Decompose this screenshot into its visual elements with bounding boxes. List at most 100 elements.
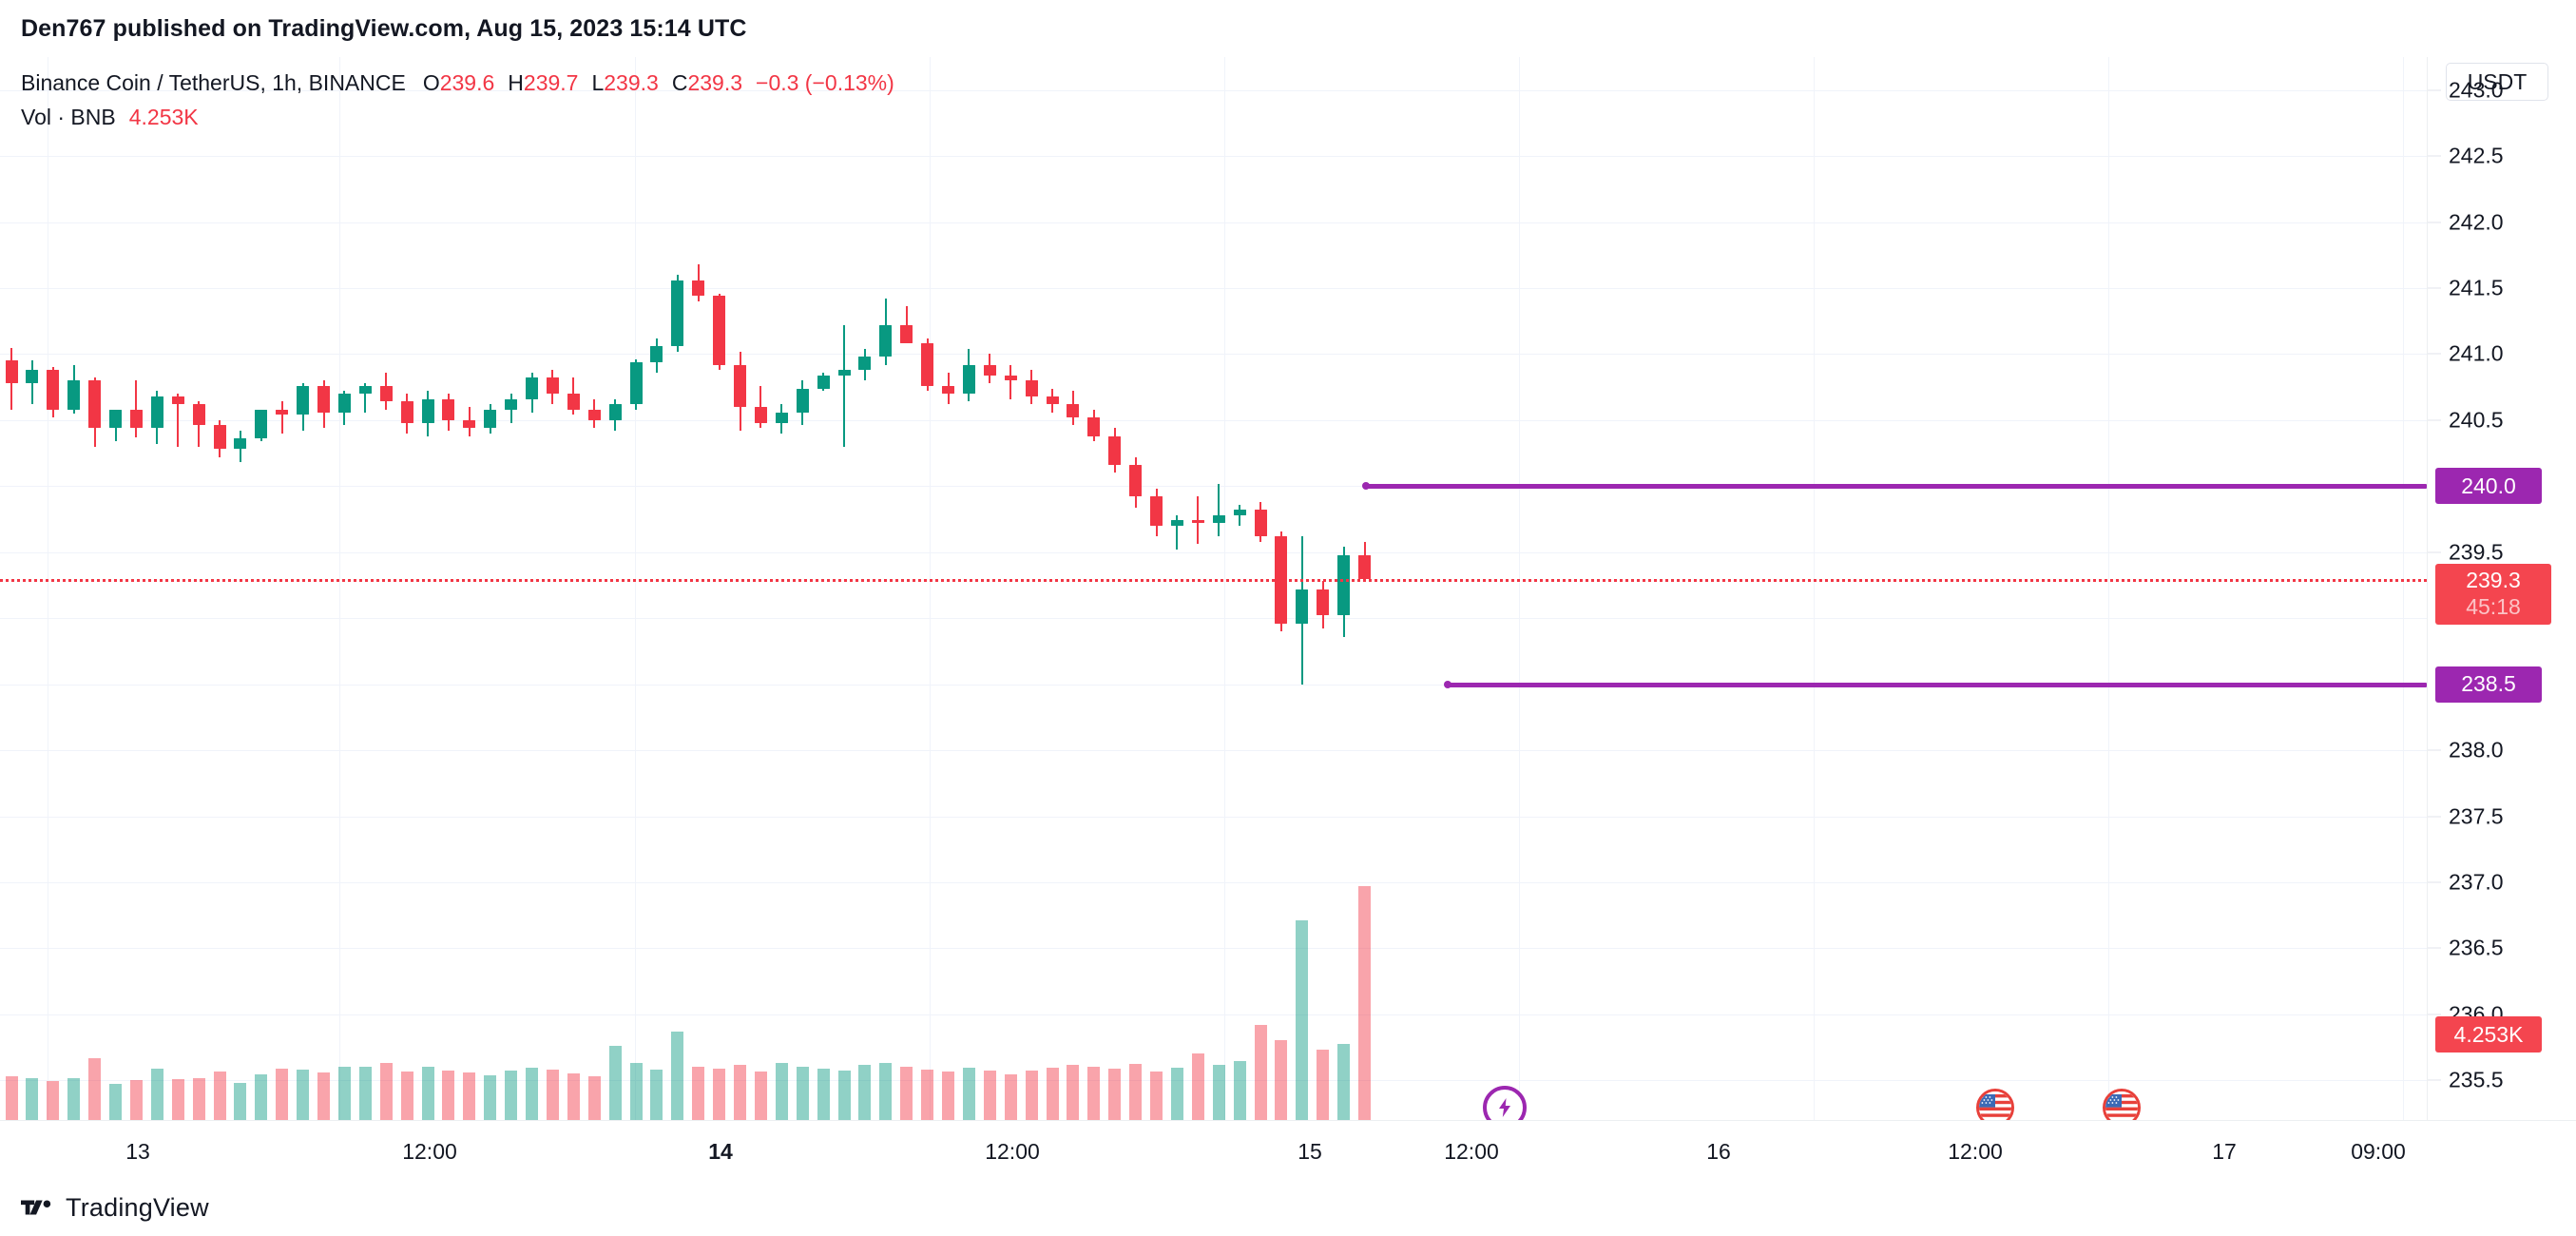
candle-body bbox=[1317, 589, 1330, 616]
candle-body bbox=[297, 385, 310, 415]
volume-value-badge[interactable]: 4.253K bbox=[2435, 1016, 2542, 1053]
candle-body bbox=[858, 357, 872, 371]
candle-body bbox=[921, 343, 934, 386]
chart-plot-area[interactable]: Binance Coin / TetherUS, 1h, BINANCE O23… bbox=[0, 57, 2427, 1120]
price-level-badge[interactable]: 240.0 bbox=[2435, 468, 2542, 505]
candle-body bbox=[567, 394, 580, 410]
candle-wick bbox=[905, 306, 908, 341]
volume-bar bbox=[337, 1067, 351, 1120]
resistance-ray-handle[interactable] bbox=[1362, 482, 1370, 491]
candle-body bbox=[1212, 514, 1225, 524]
tradingview-logo[interactable]: TradingView bbox=[21, 1193, 209, 1223]
volume-bar bbox=[900, 1066, 913, 1120]
volume-bar bbox=[88, 1058, 102, 1120]
last-price-line bbox=[0, 578, 2427, 582]
price-tick-dash bbox=[2428, 419, 2441, 421]
candle-body bbox=[129, 409, 143, 429]
volume-bar bbox=[484, 1074, 497, 1120]
candle-body bbox=[1337, 554, 1351, 616]
price-axis[interactable]: USDT 243.0 242.5 242.0 241.5 241.0 240.5 239.5… bbox=[2427, 57, 2576, 1120]
candle-wick bbox=[177, 394, 180, 447]
price-tick-dash bbox=[2428, 551, 2441, 553]
candle-wick bbox=[1009, 364, 1012, 399]
volume-bar bbox=[1087, 1066, 1101, 1120]
candlestick bbox=[754, 385, 767, 429]
price-level-badge[interactable]: 238.5 bbox=[2435, 666, 2542, 703]
candlestick bbox=[400, 394, 413, 434]
volume-bar bbox=[317, 1072, 330, 1120]
candle-wick bbox=[135, 380, 138, 437]
candlestick bbox=[5, 347, 18, 410]
candlestick bbox=[1358, 541, 1371, 579]
vertical-gridline bbox=[2108, 57, 2109, 1120]
candle-wick bbox=[1218, 483, 1221, 537]
candle-body bbox=[505, 398, 518, 410]
lightning-bolt-marker[interactable] bbox=[1483, 1086, 1527, 1120]
price-tick-label: 239.5 bbox=[2449, 539, 2504, 565]
volume-bar bbox=[817, 1069, 830, 1120]
candlestick bbox=[234, 431, 247, 463]
candlestick bbox=[505, 394, 518, 423]
last-price-badge[interactable]: 239.3 45:18 bbox=[2435, 563, 2551, 625]
resistance-ray[interactable] bbox=[1364, 484, 2427, 490]
volume-bar bbox=[734, 1065, 746, 1120]
volume-bar bbox=[1170, 1068, 1183, 1120]
ohlc-l-key: L bbox=[591, 70, 605, 95]
volume-bar bbox=[1275, 1039, 1288, 1120]
volume-bar bbox=[567, 1072, 580, 1120]
candlestick bbox=[692, 264, 705, 301]
volume-bar bbox=[26, 1078, 39, 1120]
time-tick-label: 12:00 bbox=[1948, 1139, 2003, 1164]
candlestick bbox=[88, 377, 102, 447]
attribution-bar: Den767 published on TradingView.com, Aug… bbox=[0, 0, 2576, 57]
candle-body bbox=[629, 361, 643, 405]
volume-bar bbox=[692, 1066, 705, 1120]
legend-volume-row: Vol · BNB 4.253K bbox=[21, 105, 894, 137]
candle-body bbox=[463, 419, 476, 429]
volume-bar bbox=[1129, 1064, 1143, 1120]
volume-bar bbox=[358, 1066, 372, 1120]
candlestick bbox=[1233, 504, 1246, 527]
time-tick-label: 14 bbox=[708, 1139, 733, 1164]
price-tick-dash bbox=[2428, 1079, 2441, 1081]
candlestick bbox=[1296, 536, 1309, 685]
symbol-title[interactable]: Binance Coin / TetherUS, 1h, BINANCE bbox=[21, 70, 406, 95]
candlestick bbox=[1150, 489, 1163, 537]
time-tick-label: 15 bbox=[1298, 1139, 1322, 1164]
candle-body bbox=[1233, 510, 1246, 515]
candle-body bbox=[796, 388, 809, 413]
candlestick bbox=[171, 394, 184, 447]
candlestick bbox=[671, 275, 684, 352]
candlestick bbox=[1170, 514, 1183, 550]
time-axis[interactable]: 13 12:00 14 12:00 15 12:00 16 12:00 17 09:00 bbox=[0, 1120, 2576, 1179]
candle-body bbox=[317, 385, 330, 413]
candle-body bbox=[1087, 417, 1101, 436]
price-tick-label: 242.5 bbox=[2449, 143, 2504, 168]
ohlc-c-key: C bbox=[671, 70, 688, 95]
horizontal-gridline bbox=[0, 156, 2427, 158]
tradingview-logo-icon bbox=[21, 1200, 51, 1215]
candlestick bbox=[276, 401, 289, 434]
volume-bar bbox=[379, 1063, 393, 1120]
price-tick-dash bbox=[2428, 287, 2441, 289]
candlestick bbox=[546, 370, 559, 405]
volume-bar bbox=[775, 1063, 788, 1120]
horizontal-gridline bbox=[0, 618, 2427, 620]
currency-unit-badge[interactable]: USDT bbox=[2446, 63, 2548, 101]
us-flag-event-marker-2[interactable] bbox=[2103, 1089, 2141, 1120]
price-tick-label: 240.5 bbox=[2449, 407, 2504, 433]
candlestick bbox=[109, 409, 122, 442]
volume-bar bbox=[1108, 1069, 1122, 1120]
horizontal-gridline bbox=[0, 1080, 2427, 1082]
support-ray[interactable] bbox=[1446, 682, 2427, 687]
volume-study-title[interactable]: Vol · BNB bbox=[21, 105, 116, 129]
price-tick-label: 237.0 bbox=[2449, 869, 2504, 895]
price-tick-label: 237.5 bbox=[2449, 803, 2504, 829]
us-flag-icon bbox=[2105, 1091, 2138, 1120]
candle-body bbox=[213, 425, 226, 450]
candlestick bbox=[1337, 547, 1351, 637]
candlestick bbox=[67, 364, 81, 414]
us-flag-event-marker-1[interactable] bbox=[1976, 1089, 2014, 1120]
support-ray-handle[interactable] bbox=[1444, 680, 1451, 688]
candlestick bbox=[629, 359, 643, 410]
